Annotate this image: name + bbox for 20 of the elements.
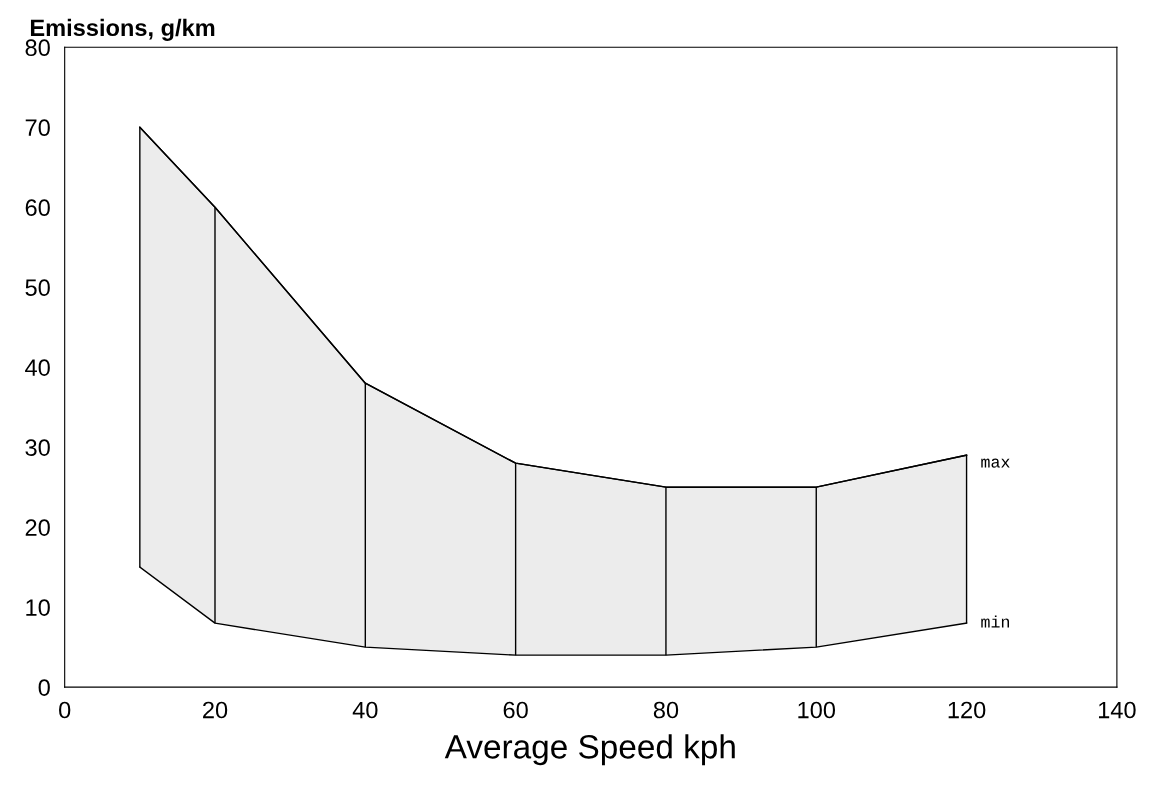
x-tick-label: 100 [798, 701, 836, 719]
annotation: min [981, 615, 1009, 628]
annotation: max [981, 458, 1010, 468]
x-tick-label: 20 [203, 701, 228, 719]
x-tick-label: 40 [352, 701, 378, 719]
y-tick-label: 80 [25, 39, 50, 57]
y-tick-label: 0 [38, 679, 50, 696]
x-tick-label: 60 [503, 701, 528, 719]
y-tick-label: 10 [26, 599, 50, 616]
x-tick-label: 120 [948, 701, 986, 719]
x-tick-label: 0 [59, 701, 71, 719]
y-tick-label: 20 [25, 519, 50, 536]
x-axis-title: Average Speed kph [444, 734, 735, 766]
x-tick-label: 80 [653, 701, 679, 719]
x-tick-label: 140 [1098, 701, 1136, 719]
y-tick-label: 60 [25, 199, 50, 217]
y-tick-label: 40 [25, 359, 50, 376]
y-tick-label: 70 [25, 119, 50, 137]
y-tick-label: 50 [25, 279, 50, 297]
y-tick-label: 30 [25, 439, 50, 456]
